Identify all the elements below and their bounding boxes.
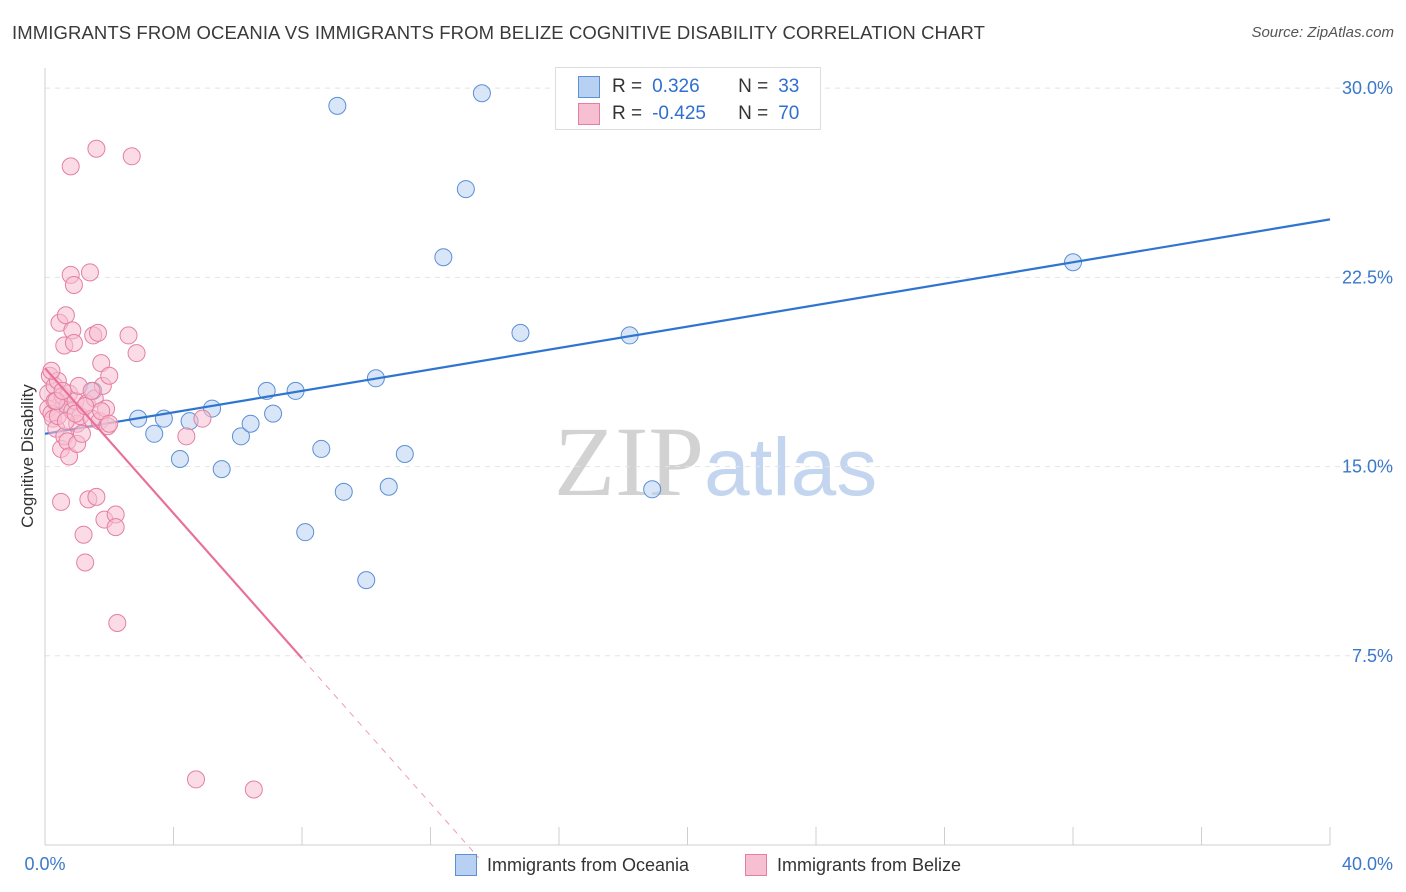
data-point-belize: [80, 263, 99, 282]
data-point-oceania: [357, 571, 376, 590]
data-point-belize: [42, 361, 61, 380]
data-point-oceania: [264, 404, 283, 423]
data-point-oceania: [395, 444, 414, 463]
legend-r-value: 0.326: [652, 76, 700, 97]
bottom-legend-oceania: Immigrants from Oceania: [455, 852, 689, 878]
data-point-belize: [87, 487, 106, 506]
watermark-atlas: atlas: [704, 422, 878, 513]
trend-line-belize: [44, 367, 303, 660]
data-point-oceania: [456, 180, 475, 199]
legend-swatch-oceania: [578, 76, 600, 98]
legend-swatch-belize: [578, 103, 600, 125]
data-point-oceania: [296, 523, 315, 542]
data-point-belize: [87, 139, 106, 158]
correlation-legend: R = 0.326 N = 33 R = -0.425 N = 70: [555, 67, 821, 130]
data-point-belize: [52, 492, 71, 511]
bottom-legend-label-oceania: Immigrants from Oceania: [487, 854, 690, 875]
data-point-oceania: [472, 84, 491, 103]
data-point-belize: [92, 354, 111, 373]
data-point-belize: [186, 770, 205, 789]
data-point-oceania: [643, 480, 662, 499]
data-point-oceania: [170, 450, 189, 469]
data-point-belize: [106, 518, 125, 537]
data-point-belize: [60, 447, 79, 466]
data-point-belize: [74, 525, 93, 544]
data-point-belize: [108, 614, 127, 632]
legend-row-belize: R = -0.425 N = 70: [578, 102, 799, 126]
bottom-legend-label-belize: Immigrants from Belize: [777, 854, 962, 875]
legend-row-oceania: R = 0.326 N = 33: [578, 75, 799, 99]
data-point-belize: [100, 414, 119, 433]
data-point-belize: [53, 381, 72, 400]
watermark: ZIPatlas: [554, 404, 877, 519]
data-point-belize: [127, 344, 146, 363]
data-point-belize: [61, 157, 80, 176]
data-point-oceania: [334, 482, 353, 501]
data-point-oceania: [379, 477, 398, 496]
x-tick-label-min: 0.0%: [24, 854, 65, 874]
x-tick-label-max: 40.0%: [1342, 854, 1393, 874]
data-point-belize: [92, 402, 111, 421]
data-point-belize: [56, 306, 75, 325]
watermark-zip: ZIP: [554, 406, 704, 517]
data-point-belize: [64, 275, 83, 294]
data-point-belize: [100, 366, 119, 385]
data-point-oceania: [511, 323, 530, 342]
data-point-belize: [89, 323, 108, 342]
data-point-oceania: [312, 439, 331, 458]
data-point-oceania: [145, 424, 164, 443]
trend-line-oceania: [44, 218, 1331, 435]
bottom-legend-swatch-belize: [745, 854, 767, 876]
legend-n-value: 33: [778, 76, 800, 97]
y-tick-label: 30.0%: [1342, 78, 1393, 98]
data-point-belize: [122, 147, 141, 166]
source-label: Source: ZipAtlas.com: [1251, 24, 1394, 41]
data-point-belize: [64, 333, 83, 352]
data-point-oceania: [328, 96, 347, 115]
legend-n-label: N =: [738, 76, 769, 97]
data-point-oceania: [241, 414, 260, 433]
chart-title: IMMIGRANTS FROM OCEANIA VS IMMIGRANTS FR…: [12, 22, 985, 43]
y-tick-label: 7.5%: [1352, 646, 1393, 666]
legend-r-value: -0.425: [652, 103, 706, 124]
data-point-belize: [82, 381, 101, 400]
data-point-oceania: [231, 427, 250, 446]
legend-r-label: R =: [612, 103, 643, 124]
bottom-legend-belize: Immigrants from Belize: [745, 852, 961, 878]
legend-n-label: N =: [738, 103, 769, 124]
data-point-belize: [76, 553, 95, 572]
y-tick-label: 22.5%: [1342, 267, 1393, 287]
data-point-belize: [244, 780, 263, 799]
y-tick-label: 15.0%: [1342, 457, 1393, 477]
data-point-belize: [119, 326, 138, 345]
legend-r-label: R =: [612, 76, 643, 97]
data-point-belize: [177, 427, 196, 446]
bottom-legend-swatch-oceania: [455, 854, 477, 876]
data-point-oceania: [434, 248, 453, 267]
data-point-belize: [193, 409, 212, 428]
legend-n-value: 70: [778, 103, 800, 124]
data-point-oceania: [212, 460, 231, 479]
trend-line-extension-belize: [301, 657, 480, 859]
data-point-belize: [72, 424, 91, 443]
